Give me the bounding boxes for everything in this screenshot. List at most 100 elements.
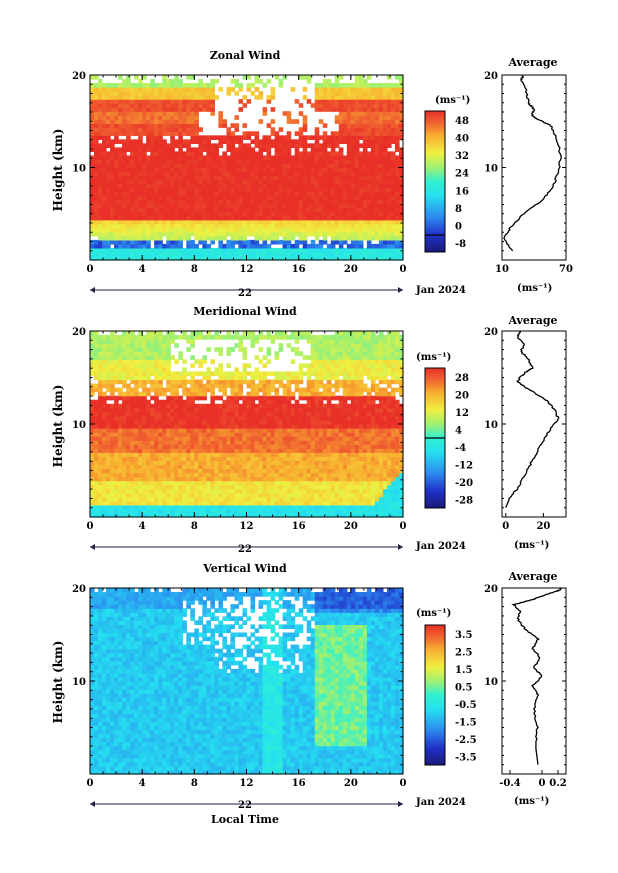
heatmap-cell: [110, 187, 115, 193]
heatmap-cell: [290, 159, 296, 165]
heatmap-cell: [242, 199, 248, 205]
heatmap-cell: [378, 87, 384, 92]
heatmap-cell: [254, 452, 260, 457]
heatmap-cell: [130, 484, 135, 490]
heatmap-cell: [358, 444, 364, 449]
heatmap-cell: [378, 432, 384, 437]
heatmap-cell: [186, 147, 191, 153]
heatmap-cell: [326, 484, 332, 490]
heatmap-cell: [354, 223, 360, 229]
heatmap-cell: [306, 179, 312, 185]
heatmap-cell: [306, 251, 312, 257]
heatmap-cell: [106, 107, 111, 112]
heatmap-cell: [134, 107, 139, 112]
heatmap-cell: [226, 504, 232, 510]
heatmap-cell: [170, 496, 175, 502]
heatmap-cell: [114, 103, 119, 108]
heatmap-cell: [366, 247, 372, 253]
heatmap-cell: [302, 247, 308, 253]
heatmap-cell: [222, 512, 228, 518]
heatmap-cell: [178, 191, 183, 197]
heatmap-cell: [190, 428, 195, 433]
heatmap-cell: [158, 460, 163, 466]
heatmap-cell: [194, 440, 199, 445]
heatmap-cell: [138, 468, 143, 474]
heatmap-cell: [234, 171, 240, 177]
heatmap-cell: [126, 247, 131, 253]
heatmap-cell: [382, 508, 388, 514]
heatmap-cell: [250, 460, 256, 466]
heatmap-cell: [246, 464, 252, 470]
heatmap-cell: [354, 79, 360, 84]
heatmap-cell: [138, 476, 143, 482]
heatmap-cell: [394, 187, 400, 193]
heatmap-cell: [214, 223, 220, 229]
heatmap-cell: [102, 448, 107, 453]
heatmap-cell: [346, 456, 352, 461]
heatmap-cell: [150, 448, 155, 453]
heatmap-cell: [110, 87, 115, 92]
heatmap-cell: [254, 496, 260, 502]
heatmap-cell: [138, 79, 143, 84]
heatmap-cell: [194, 227, 199, 233]
heatmap-cell: [282, 111, 288, 116]
heatmap-cell: [250, 219, 256, 225]
heatmap-cell: [314, 440, 320, 445]
heatmap-cell: [134, 235, 139, 241]
heatmap-cell: [334, 219, 340, 225]
heatmap-cell: [350, 183, 356, 189]
heatmap-cell: [254, 472, 260, 478]
heatmap-cell: [366, 75, 372, 80]
heatmap-cell: [390, 167, 396, 173]
heatmap-cell: [182, 488, 187, 494]
heatmap-cell: [378, 151, 384, 157]
heatmap-cell: [170, 500, 175, 506]
heatmap-cell: [346, 472, 352, 478]
heatmap-cell: [110, 203, 115, 209]
heatmap-cell: [130, 131, 135, 136]
heatmap-cell: [118, 119, 123, 124]
heatmap-cell: [286, 171, 292, 177]
heatmap-cell: [342, 119, 348, 124]
heatmap-cell: [266, 460, 272, 466]
heatmap-cell: [382, 183, 388, 189]
heatmap-cell: [122, 127, 127, 132]
heatmap-cell: [254, 492, 260, 498]
heatmap-cell: [382, 496, 388, 502]
heatmap-cell: [266, 203, 272, 209]
heatmap-cell: [94, 452, 99, 457]
heatmap-cell: [254, 239, 260, 245]
heatmap-cell: [90, 83, 95, 88]
heatmap-cell: [154, 143, 159, 148]
heatmap-cell: [366, 472, 372, 478]
heatmap-cell: [130, 440, 135, 445]
heatmap-cell: [158, 235, 163, 241]
heatmap-cell: [178, 480, 183, 486]
heatmap-cell: [162, 127, 167, 132]
heatmap-cell: [310, 456, 316, 461]
heatmap-cell: [186, 239, 191, 245]
heatmap-cell: [258, 444, 264, 449]
heatmap-cell: [374, 131, 380, 136]
heatmap-cell: [182, 111, 187, 116]
heatmap-cell: [362, 163, 368, 169]
heatmap-cell: [378, 255, 384, 261]
heatmap-cell: [386, 235, 392, 241]
heatmap-cell: [318, 476, 324, 482]
heatmap-cell: [242, 508, 248, 514]
heatmap-cell: [338, 187, 344, 193]
heatmap-cell: [314, 95, 320, 100]
heatmap-cell: [158, 496, 163, 502]
heatmap-cell: [254, 175, 260, 181]
heatmap-cell: [374, 468, 380, 474]
heatmap-cell: [274, 147, 280, 153]
heatmap-cell: [398, 199, 404, 205]
heatmap-cell: [98, 488, 103, 494]
heatmap-cell: [142, 215, 147, 221]
heatmap-cell: [226, 183, 232, 189]
heatmap-cell: [262, 207, 268, 213]
heatmap-cell: [346, 500, 352, 506]
heatmap-cell: [102, 223, 107, 229]
heatmap-cell: [242, 255, 248, 261]
heatmap-cell: [278, 440, 284, 445]
